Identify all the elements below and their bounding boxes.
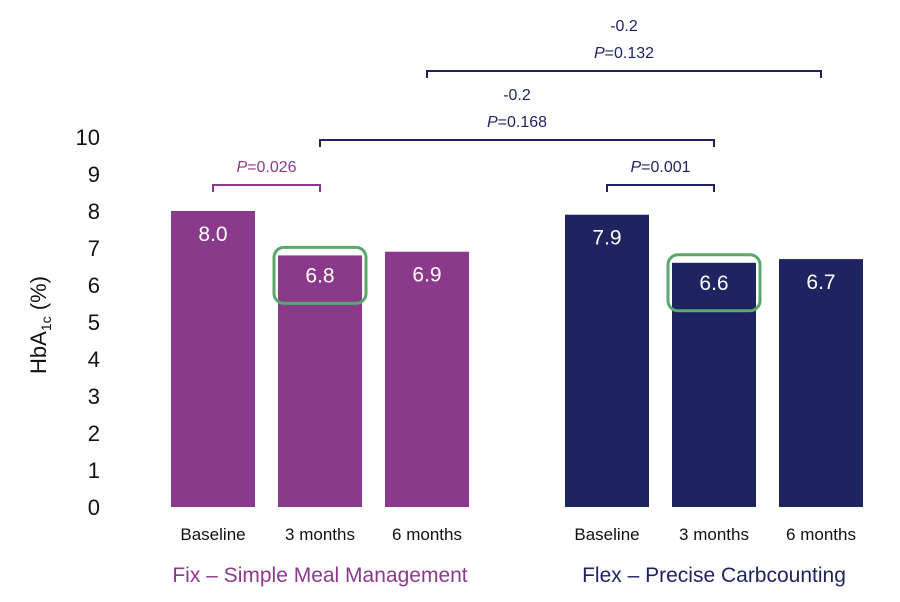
bar — [779, 259, 863, 507]
category-label: 6 months — [392, 525, 462, 544]
category-label: Baseline — [180, 525, 245, 544]
category-label: 6 months — [786, 525, 856, 544]
significance-bracket — [212, 184, 321, 192]
y-tick-label: 10 — [76, 125, 100, 150]
y-tick-label: 1 — [88, 458, 100, 483]
bar — [672, 262, 756, 507]
y-tick-label: 6 — [88, 273, 100, 298]
group-label: Flex – Precise Carbcounting — [582, 564, 846, 587]
bars: 8.0 Baseline 6.8 3 months 6.9 6 months 7.9 Base… — [171, 211, 863, 544]
difference-label: -0.2 — [503, 87, 531, 104]
bar — [385, 251, 469, 507]
category-label: 3 months — [285, 525, 355, 544]
highlight-box — [666, 253, 762, 313]
bar-value-label: 7.9 — [592, 227, 621, 250]
p-value-label: P=0.001 — [630, 159, 690, 176]
y-axis: 0 1 2 3 4 5 6 7 8 9 10 — [76, 125, 100, 520]
p-value-label: P=0.026 — [236, 159, 296, 176]
y-tick-label: 5 — [88, 310, 100, 335]
y-tick-label: 8 — [88, 199, 100, 224]
y-tick-label: 4 — [88, 347, 100, 372]
y-tick-label: 3 — [88, 384, 100, 409]
significance-bracket — [319, 139, 715, 147]
y-tick-label: 7 — [88, 236, 100, 261]
bar-value-label: 6.7 — [806, 271, 835, 294]
significance-bracket — [606, 184, 715, 192]
y-tick-label: 9 — [88, 162, 100, 187]
bar — [278, 255, 362, 507]
bar — [171, 211, 255, 507]
y-axis-label: HbA1c (%) — [26, 276, 54, 374]
bar-value-label: 6.9 — [412, 264, 441, 287]
bar-value-label: 6.6 — [699, 272, 728, 295]
bar-value-label: 8.0 — [198, 223, 227, 246]
p-value-label: P=0.168 — [487, 114, 547, 131]
group-label: Fix – Simple Meal Management — [172, 564, 467, 587]
highlight-box — [272, 245, 368, 305]
y-tick-label: 0 — [88, 495, 100, 520]
category-label: Baseline — [574, 525, 639, 544]
p-value-label: P=0.132 — [594, 45, 654, 62]
y-tick-label: 2 — [88, 421, 100, 446]
significance-bracket — [426, 70, 822, 78]
bar — [565, 214, 649, 507]
difference-label: -0.2 — [610, 18, 638, 35]
category-label: 3 months — [679, 525, 749, 544]
group-labels: Fix – Simple Meal Management Flex – Preci… — [172, 564, 846, 587]
significance-brackets: P=0.026 P=0.001 P=0.168 -0.2 P=0.132 -0.2 — [212, 18, 822, 192]
bar-value-label: 6.8 — [305, 264, 334, 287]
